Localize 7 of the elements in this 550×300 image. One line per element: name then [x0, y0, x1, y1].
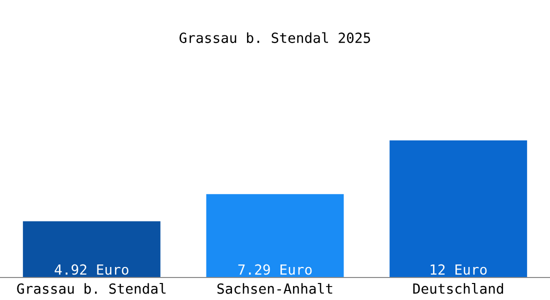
x-tick-label: Grassau b. Stendal	[17, 283, 166, 294]
data-label: 7.29 Euro	[238, 264, 312, 275]
x-tick-label: Sachsen-Anhalt	[217, 283, 332, 294]
data-label: 12 Euro	[430, 264, 487, 275]
x-tick-label: Deutschland	[413, 283, 504, 294]
data-label: 4.92 Euro	[54, 264, 128, 275]
chart-title: Grassau b. Stendal 2025	[180, 32, 370, 44]
